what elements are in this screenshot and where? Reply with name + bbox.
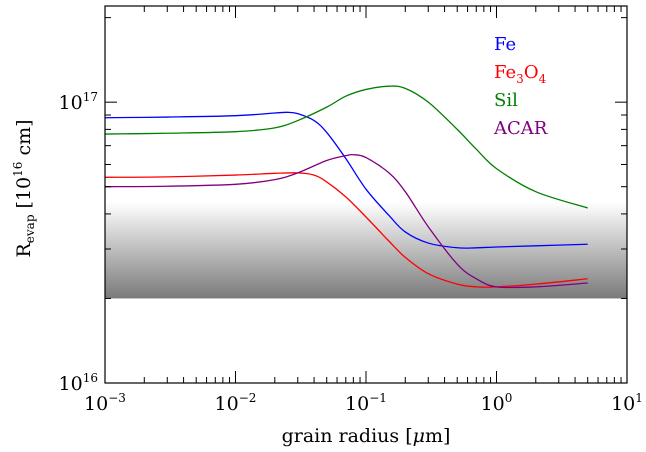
x-tick-label: 10−2 [215,391,257,415]
x-tick-label: 10−1 [345,391,387,415]
y-tick-label: 1017 [59,90,98,114]
x-axis-label: grain radius [μm] [282,425,451,447]
series-line-fe3o4 [105,172,588,288]
legend-entry-fe3o4: Fe3O4 [494,62,547,86]
plot-frame [104,5,628,384]
y-tick-label: 1016 [59,371,98,395]
series-layer [105,85,588,289]
x-tick-label: 101 [611,391,643,415]
x-tick-label: 10−3 [84,391,126,415]
legend-entry-sil: Sil [494,90,518,111]
series-line-fe [105,111,588,249]
x-tick-label: 100 [481,391,513,415]
ticks-layer [105,6,627,383]
series-line-acar [105,153,588,289]
legend-entry-acar: ACAR [493,118,548,139]
y-axis-label: Revap [1016 cm] [11,119,37,257]
legend: Fe Fe3O4 Sil ACAR [493,34,548,139]
legend-entry-fe: Fe [494,34,516,55]
tick-labels: 10−3 10−2 10−1 100 101 1016 1017 [59,90,643,415]
shaded-band [105,202,627,299]
series-line-sil [105,85,588,209]
